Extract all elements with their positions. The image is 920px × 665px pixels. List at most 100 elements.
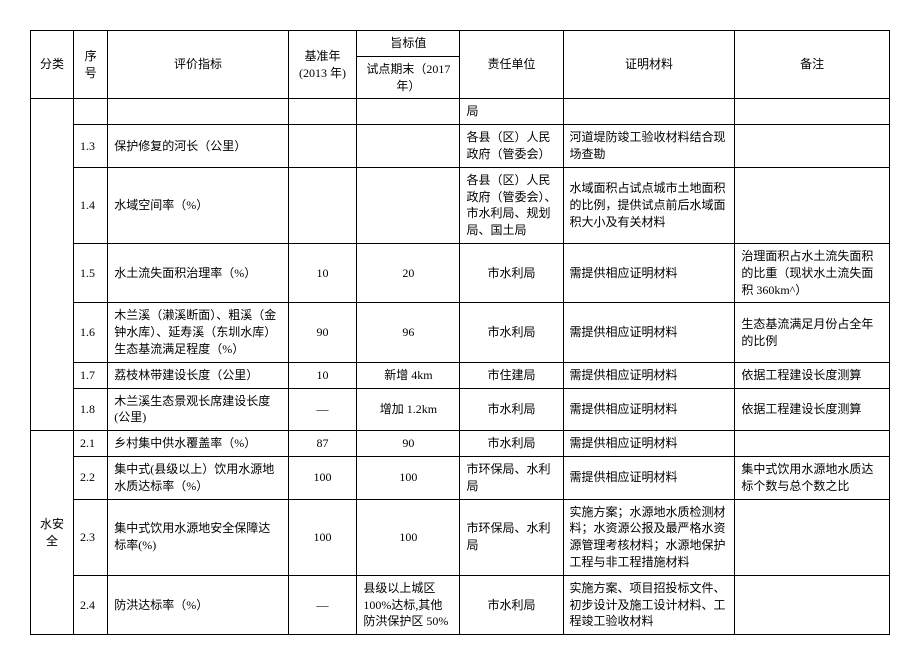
cell-base — [288, 125, 357, 168]
cell-proof: 需提供相应证明材料 — [563, 388, 735, 431]
cell-base — [288, 167, 357, 243]
cell-unit: 市水利局 — [460, 388, 563, 431]
cell-seq: 1.6 — [73, 303, 107, 362]
cell-target — [357, 99, 460, 125]
cell-seq: 2.3 — [73, 499, 107, 575]
cell-target: 96 — [357, 303, 460, 362]
table-row: 1.3 保护修复的河长（公里） 各县（区）人民政府（管委会） 河道堤防竣工验收材… — [31, 125, 890, 168]
cell-base — [288, 99, 357, 125]
cell-target — [357, 167, 460, 243]
cell-remark: 依据工程建设长度测算 — [735, 388, 890, 431]
cell-seq: 2.2 — [73, 456, 107, 499]
cell-base: 100 — [288, 499, 357, 575]
cell-remark: 依据工程建设长度测算 — [735, 362, 890, 388]
cell-target — [357, 125, 460, 168]
cell-seq: 1.4 — [73, 167, 107, 243]
cell-unit: 市水利局 — [460, 431, 563, 457]
col-unit: 责任单位 — [460, 31, 563, 99]
cell-unit: 市环保局、水利局 — [460, 499, 563, 575]
cell-indicator — [108, 99, 288, 125]
cell-category: 水安全 — [31, 431, 74, 635]
cell-target: 100 — [357, 456, 460, 499]
cell-seq — [73, 99, 107, 125]
cell-proof: 需提供相应证明材料 — [563, 362, 735, 388]
cell-proof: 河道堤防竣工验收材料结合现场查勘 — [563, 125, 735, 168]
cell-seq: 1.3 — [73, 125, 107, 168]
table-row: 局 — [31, 99, 890, 125]
cell-proof — [563, 99, 735, 125]
cell-seq: 2.1 — [73, 431, 107, 457]
cell-remark: 治理面积占水土流失面积的比重（现状水土流失面积 360km^） — [735, 243, 890, 302]
cell-remark — [735, 125, 890, 168]
cell-remark — [735, 167, 890, 243]
col-target-end: 试点期末（2017 年） — [357, 56, 460, 99]
cell-base: 100 — [288, 456, 357, 499]
col-target-group: 旨标值 — [357, 31, 460, 57]
cell-base: — — [288, 388, 357, 431]
table-row: 1.8 木兰溪生态景观长席建设长度(公里) — 增加 1.2km 市水利局 需提… — [31, 388, 890, 431]
cell-proof: 需提供相应证明材料 — [563, 431, 735, 457]
cell-indicator: 乡村集中供水覆盖率（%） — [108, 431, 288, 457]
cell-proof: 需提供相应证明材料 — [563, 303, 735, 362]
cell-seq: 1.5 — [73, 243, 107, 302]
cell-target: 增加 1.2km — [357, 388, 460, 431]
table-row: 2.4 防洪达标率（%） — 县级以上城区 100%达标,其他防洪保护区 50%… — [31, 575, 890, 634]
cell-target: 县级以上城区 100%达标,其他防洪保护区 50% — [357, 575, 460, 634]
cell-target: 新增 4km — [357, 362, 460, 388]
cell-unit: 局 — [460, 99, 563, 125]
cell-category — [31, 99, 74, 431]
cell-remark — [735, 575, 890, 634]
cell-indicator: 木兰溪（濑溪断面）、粗溪（金钟水库）、延寿溪（东圳水库）生态基流满足程度（%） — [108, 303, 288, 362]
cell-indicator: 防洪达标率（%） — [108, 575, 288, 634]
cell-target: 20 — [357, 243, 460, 302]
cell-indicator: 集中式(县级以上）饮用水源地水质达标率（%） — [108, 456, 288, 499]
cell-unit: 市水利局 — [460, 575, 563, 634]
cell-remark: 集中式饮用水源地水质达标个数与总个数之比 — [735, 456, 890, 499]
cell-seq: 1.7 — [73, 362, 107, 388]
cell-indicator: 木兰溪生态景观长席建设长度(公里) — [108, 388, 288, 431]
cell-remark: 生态基流满足月份占全年的比例 — [735, 303, 890, 362]
table-row: 1.6 木兰溪（濑溪断面）、粗溪（金钟水库）、延寿溪（东圳水库）生态基流满足程度… — [31, 303, 890, 362]
table-row: 1.5 水土流失面积治理率（%） 10 20 市水利局 需提供相应证明材料 治理… — [31, 243, 890, 302]
cell-seq: 2.4 — [73, 575, 107, 634]
col-category: 分类 — [31, 31, 74, 99]
cell-seq: 1.8 — [73, 388, 107, 431]
cell-unit: 市水利局 — [460, 303, 563, 362]
cell-proof: 需提供相应证明材料 — [563, 243, 735, 302]
cell-base: 10 — [288, 362, 357, 388]
cell-target: 90 — [357, 431, 460, 457]
cell-base: 87 — [288, 431, 357, 457]
table-row: 1.4 水域空间率（%） 各县（区）人民政府（管委会）、市水利局、规划局、国土局… — [31, 167, 890, 243]
evaluation-table: 分类 序号 评价指标 基准年 (2013 年) 旨标值 责任单位 证明材料 备注… — [30, 30, 890, 635]
cell-proof: 实施方案；水源地水质检测材料；水资源公报及最严格水资源管理考核材料；水源地保护工… — [563, 499, 735, 575]
cell-proof: 水域面积占试点城市土地面积的比例，提供试点前后水域面积大小及有关材料 — [563, 167, 735, 243]
cell-proof: 需提供相应证明材料 — [563, 456, 735, 499]
cell-unit: 市住建局 — [460, 362, 563, 388]
cell-unit: 各县（区）人民政府（管委会） — [460, 125, 563, 168]
cell-unit: 市水利局 — [460, 243, 563, 302]
col-indicator: 评价指标 — [108, 31, 288, 99]
table-row: 2.3 集中式饮用水源地安全保障达标率(%) 100 100 市环保局、水利局 … — [31, 499, 890, 575]
cell-remark — [735, 99, 890, 125]
table-row: 1.7 荔枝林带建设长度（公里） 10 新增 4km 市住建局 需提供相应证明材… — [31, 362, 890, 388]
cell-indicator: 水土流失面积治理率（%） — [108, 243, 288, 302]
cell-indicator: 水域空间率（%） — [108, 167, 288, 243]
cell-base: 90 — [288, 303, 357, 362]
col-remark: 备注 — [735, 31, 890, 99]
cell-indicator: 集中式饮用水源地安全保障达标率(%) — [108, 499, 288, 575]
cell-indicator: 保护修复的河长（公里） — [108, 125, 288, 168]
cell-indicator: 荔枝林带建设长度（公里） — [108, 362, 288, 388]
cell-unit: 各县（区）人民政府（管委会）、市水利局、规划局、国土局 — [460, 167, 563, 243]
col-proof: 证明材料 — [563, 31, 735, 99]
table-row: 水安全 2.1 乡村集中供水覆盖率（%） 87 90 市水利局 需提供相应证明材… — [31, 431, 890, 457]
cell-proof: 实施方案、项目招投标文件、初步设计及施工设计材料、工程竣工验收材料 — [563, 575, 735, 634]
cell-remark — [735, 431, 890, 457]
col-seq: 序号 — [73, 31, 107, 99]
table-row: 2.2 集中式(县级以上）饮用水源地水质达标率（%） 100 100 市环保局、… — [31, 456, 890, 499]
cell-unit: 市环保局、水利局 — [460, 456, 563, 499]
cell-remark — [735, 499, 890, 575]
cell-base: — — [288, 575, 357, 634]
cell-base: 10 — [288, 243, 357, 302]
col-base-year: 基准年 (2013 年) — [288, 31, 357, 99]
cell-target: 100 — [357, 499, 460, 575]
